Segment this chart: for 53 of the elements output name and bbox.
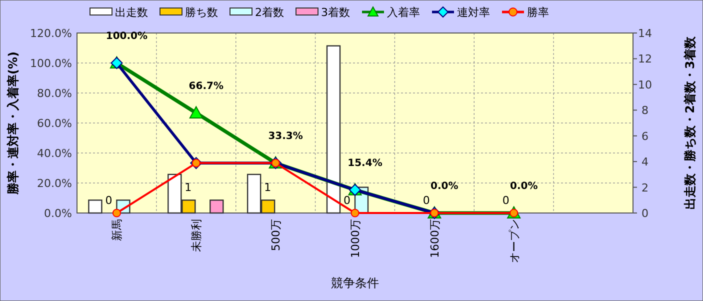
point xyxy=(112,208,122,218)
legend-出走数: 出走数 xyxy=(90,6,148,19)
data-label: 66.7% xyxy=(188,80,224,92)
point xyxy=(350,208,360,218)
bar xyxy=(326,45,341,214)
legend-label: 入着率 xyxy=(387,6,420,19)
y2-tick-label: 0 xyxy=(642,207,648,220)
legend-勝ち数: 勝ち数 xyxy=(160,6,218,19)
y-tick-label: 60.0% xyxy=(37,117,72,130)
y2-tick-label: 2 xyxy=(642,181,648,194)
point xyxy=(189,106,203,118)
y2-tick-label: 12 xyxy=(638,52,652,66)
data-label: 0 xyxy=(344,194,350,207)
x-tick-label: 未勝利 xyxy=(190,219,204,252)
y-tick-label: 100.0% xyxy=(30,57,72,70)
legend-入着率: 入着率 xyxy=(362,6,420,19)
data-label: 0.0% xyxy=(510,181,538,192)
x-tick-label: 500万 xyxy=(270,219,283,251)
data-label: 100.0% xyxy=(106,31,148,42)
data-label: 0.0% xyxy=(430,181,458,192)
y-tick-label: 80.0% xyxy=(37,87,72,100)
legend-label: 勝率 xyxy=(527,6,549,19)
data-label: 0 xyxy=(422,194,430,207)
x-tick-label: 新馬 xyxy=(110,219,124,241)
data-label: 15.4% xyxy=(348,158,382,169)
y-tick-label: 20.0% xyxy=(37,177,72,190)
y2-tick-label: 6 xyxy=(642,130,648,143)
x-axis-title: 競争条件 xyxy=(331,276,379,290)
bar xyxy=(88,200,102,214)
legend-勝率: 勝率 xyxy=(502,6,549,19)
data-label: 1 xyxy=(264,181,272,194)
y-axis-title: 勝率・連対率・入着率(%) xyxy=(6,52,20,196)
legend-連対率: 連対率 xyxy=(432,6,490,19)
y2-axis-title: 出走数・勝ち数・2着数・3着数 xyxy=(683,36,697,210)
data-label: 33.3% xyxy=(268,131,303,142)
data-label: 0 xyxy=(502,194,510,207)
data-label: 1 xyxy=(184,181,192,194)
y2-tick-label: 4 xyxy=(642,156,648,169)
y2-tick-label: 10 xyxy=(638,78,652,92)
x-tick-label: オープン xyxy=(508,219,521,263)
y-tick-label: 120.0% xyxy=(30,27,72,40)
data-label: 0 xyxy=(105,194,112,207)
y-tick-label: 40.0% xyxy=(37,147,72,160)
legend-label: 3着数 xyxy=(321,6,350,19)
legend-label: 2着数 xyxy=(255,6,284,19)
y-tick-label: 0.0% xyxy=(44,207,72,220)
y2-tick-label: 8 xyxy=(642,104,648,118)
y2-tick-label: 14 xyxy=(638,27,652,40)
legend-label: 出走数 xyxy=(115,6,148,19)
legend-label: 勝ち数 xyxy=(185,6,218,19)
x-tick-label: 1600万 xyxy=(428,219,442,258)
x-tick-label: 1000万 xyxy=(349,219,362,258)
legend-label: 連対率 xyxy=(457,6,490,19)
